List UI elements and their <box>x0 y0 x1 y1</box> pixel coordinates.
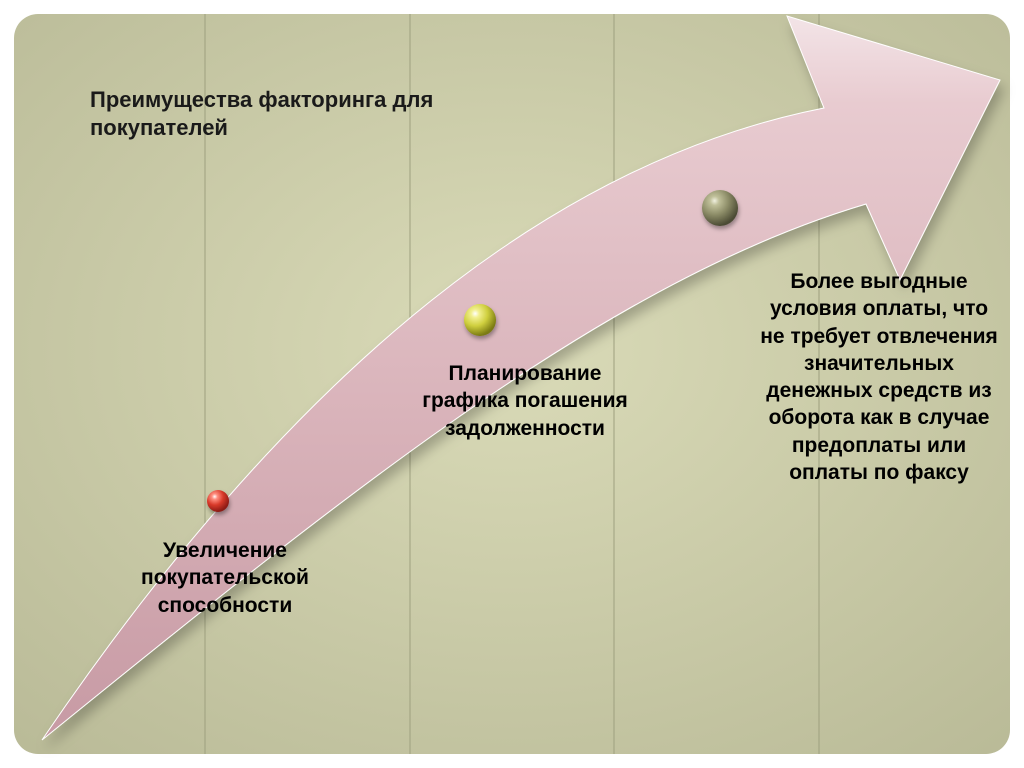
step-label-2: Планирование графика погашения задолженн… <box>405 360 645 442</box>
slide: Преимущества факторинга для покупателей … <box>0 0 1024 768</box>
step-marker-1 <box>207 490 229 512</box>
step-label-1: Увеличение покупательской способности <box>100 537 350 619</box>
slide-title: Преимущества факторинга для покупателей <box>90 86 510 141</box>
step-marker-3 <box>702 190 738 226</box>
step-label-3: Более выгодные условия оплаты, что не тр… <box>760 268 998 486</box>
step-marker-2 <box>464 304 496 336</box>
